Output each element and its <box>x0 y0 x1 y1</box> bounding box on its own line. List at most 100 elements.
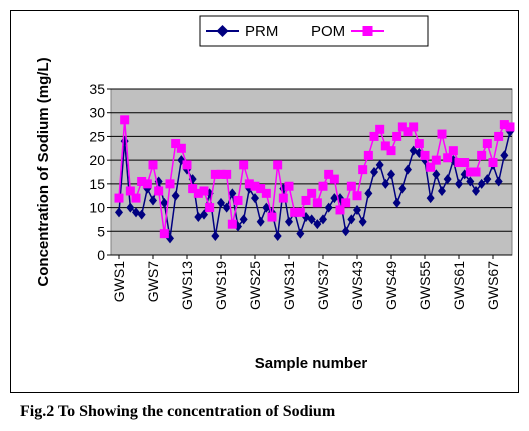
data-point-pom <box>182 160 192 170</box>
series-line-pom <box>118 119 511 234</box>
data-point-pom <box>403 127 413 137</box>
figure-caption: Fig.2 To Showing the concentration of So… <box>20 403 336 420</box>
x-tick-label: GWS49 <box>383 261 399 310</box>
data-point-prm <box>239 214 248 225</box>
data-point-pom <box>188 184 198 194</box>
data-point-prm <box>319 214 327 225</box>
data-point-prm <box>296 228 305 239</box>
data-point-prm <box>251 193 259 204</box>
data-point-pom <box>137 176 147 186</box>
data-point-pom <box>227 219 237 229</box>
data-point-pom <box>295 207 305 217</box>
data-point-pom <box>307 188 317 198</box>
data-point-pom <box>460 158 470 168</box>
data-point-pom <box>244 179 254 189</box>
data-point-pom <box>301 195 311 205</box>
data-point-pom <box>329 174 339 184</box>
data-point-pom <box>210 169 220 179</box>
data-point-pom <box>131 193 141 203</box>
data-point-pom <box>273 160 283 170</box>
data-point-prm <box>375 159 384 170</box>
data-point-prm <box>483 174 492 185</box>
legend-label-prm: PRM <box>245 23 278 40</box>
data-point-pom <box>142 179 152 189</box>
data-point-prm <box>171 190 180 201</box>
data-point-pom <box>482 139 492 149</box>
series-pom <box>114 115 515 239</box>
y-tick-label: 30 <box>89 105 105 121</box>
x-axis-title: Sample number <box>255 355 368 372</box>
data-point-prm <box>358 216 367 227</box>
data-point-pom <box>120 115 130 125</box>
data-point-prm <box>217 197 225 208</box>
x-tick-label: GWS7 <box>145 261 161 302</box>
data-point-pom <box>312 198 322 208</box>
data-point-pom <box>369 131 379 141</box>
data-point-pom <box>159 229 169 239</box>
data-point-pom <box>176 143 186 153</box>
y-tick-label: 0 <box>97 247 105 263</box>
x-tick-label: GWS43 <box>349 261 365 310</box>
data-point-pom <box>505 122 515 132</box>
y-axis-ticks: 0 5 10 15 20 25 30 35 <box>89 81 111 263</box>
data-point-pom <box>346 181 356 191</box>
data-point-prm <box>149 195 157 206</box>
data-point-pom <box>363 150 373 160</box>
data-point-pom <box>420 150 430 160</box>
data-point-prm <box>262 202 271 213</box>
data-point-pom <box>256 184 266 194</box>
data-point-prm <box>341 226 350 237</box>
data-point-pom <box>454 158 464 168</box>
data-point-pom <box>261 188 271 198</box>
data-point-prm <box>347 214 356 225</box>
plot-area <box>110 88 513 256</box>
y-tick-label: 15 <box>89 176 105 192</box>
data-point-pom <box>386 146 396 156</box>
data-point-prm <box>398 183 407 194</box>
data-point-prm <box>273 231 282 242</box>
legend-label-pom: POM <box>311 23 345 40</box>
data-point-prm <box>137 209 146 220</box>
data-point-pom <box>233 195 243 205</box>
data-point-pom <box>392 131 402 141</box>
data-point-prm <box>324 202 333 213</box>
data-point-prm <box>392 197 401 208</box>
data-point-prm <box>285 216 293 227</box>
data-point-pom <box>494 131 504 141</box>
data-point-pom <box>318 181 328 191</box>
legend-prm-marker <box>216 25 229 37</box>
data-point-prm <box>211 231 220 242</box>
data-point-prm <box>222 202 231 213</box>
data-point-pom <box>284 181 294 191</box>
x-tick-label: GWS67 <box>485 261 501 310</box>
y-axis-title: Concentration of Sodium (mg/L) <box>35 57 52 286</box>
data-point-prm <box>370 167 378 177</box>
data-point-pom <box>278 193 288 203</box>
data-point-pom <box>380 141 390 151</box>
data-point-pom <box>205 203 215 213</box>
data-point-pom <box>154 186 164 196</box>
data-point-pom <box>335 205 345 215</box>
data-point-prm <box>438 185 446 196</box>
series-layer <box>114 115 515 244</box>
data-point-prm <box>256 216 265 227</box>
x-tick-label: GWS31 <box>281 261 297 310</box>
data-point-pom <box>216 169 226 179</box>
data-point-prm <box>443 174 452 185</box>
data-point-pom <box>193 188 203 198</box>
data-point-prm <box>500 150 509 161</box>
data-point-pom <box>443 153 453 163</box>
data-point-pom <box>448 146 458 156</box>
data-point-pom <box>414 139 424 149</box>
data-point-pom <box>239 160 249 170</box>
legend-item-prm: PRM <box>206 23 278 40</box>
y-tick-label: 20 <box>89 152 105 168</box>
data-point-pom <box>397 122 407 132</box>
data-point-pom <box>471 167 481 177</box>
data-point-pom <box>165 179 175 189</box>
data-point-prm <box>364 188 373 199</box>
data-point-pom <box>341 198 351 208</box>
data-point-prm <box>466 176 475 187</box>
legend: PRM POM <box>199 15 429 47</box>
